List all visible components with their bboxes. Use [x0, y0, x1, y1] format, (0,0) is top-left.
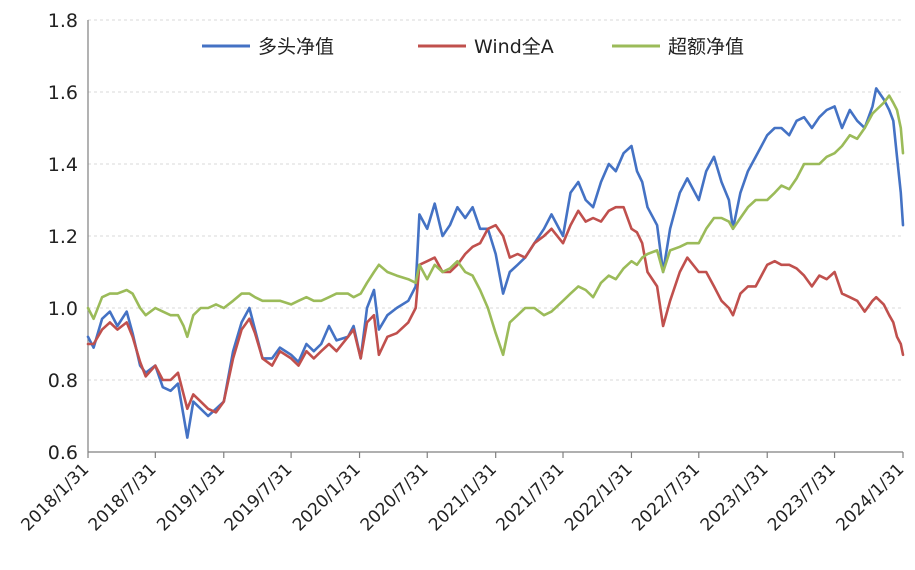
x-tick-label: 2024/1/31 [833, 460, 909, 536]
y-tick-label: 1.4 [48, 154, 78, 176]
series-line-1 [86, 87, 905, 439]
x-tick-label: 2021/7/31 [493, 460, 569, 536]
y-tick-label: 1.8 [48, 10, 78, 32]
series-lines [86, 87, 905, 439]
y-tick-label: 0.8 [48, 370, 78, 392]
legend-label-2: Wind全A [474, 36, 554, 58]
legend-label-1: 多头净值 [258, 36, 334, 58]
y-tick-label: 0.6 [48, 442, 78, 464]
x-tick-label: 2018/7/31 [85, 460, 161, 536]
series-line-2 [86, 205, 905, 414]
legend: 多头净值 Wind全A 超额净值 [202, 36, 744, 58]
y-tick-label: 1.2 [48, 226, 78, 248]
x-tick-label: 2019/7/31 [221, 460, 297, 536]
grid-lines [88, 19, 903, 381]
axes: 0.60.81.01.21.41.61.82018/1/312018/7/312… [18, 10, 909, 535]
y-tick-label: 1.0 [48, 298, 78, 320]
x-tick-label: 2019/1/31 [153, 460, 229, 536]
x-tick-label: 2021/1/31 [425, 460, 501, 536]
x-tick-label: 2022/7/31 [628, 460, 704, 536]
legend-label-3: 超额净值 [668, 36, 744, 58]
series-line-3 [86, 94, 905, 357]
y-tick-label: 1.6 [48, 82, 78, 104]
x-tick-label: 2020/1/31 [289, 460, 365, 536]
x-tick-label: 2022/1/31 [561, 460, 637, 536]
x-tick-label: 2023/1/31 [697, 460, 773, 536]
x-tick-label: 2018/1/31 [18, 460, 94, 536]
x-tick-label: 2020/7/31 [357, 460, 433, 536]
x-tick-label: 2023/7/31 [764, 460, 840, 536]
